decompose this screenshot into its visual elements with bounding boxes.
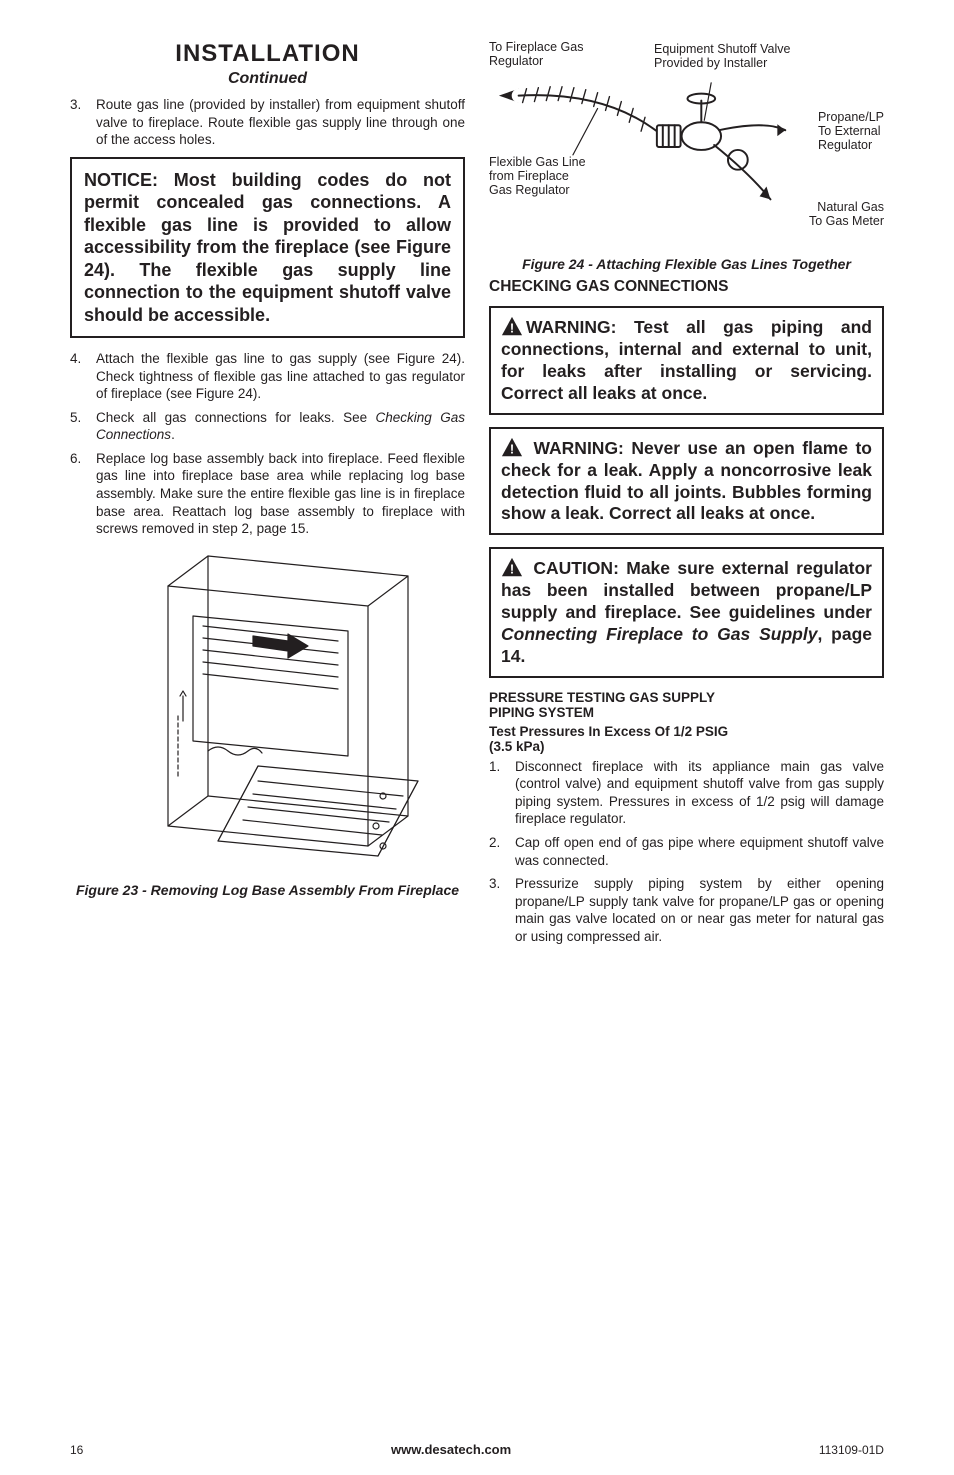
test-pressures-head: Test Pressures In Excess Of 1/2 PSIG (3.… [489, 724, 884, 754]
warning-icon: ! [501, 557, 523, 577]
test-step-3-text: Pressurize supply piping system by eithe… [515, 875, 884, 945]
test-head-line1: Test Pressures In Excess Of 1/2 PSIG [489, 724, 884, 739]
test-step-1: 1. Disconnect fireplace with its applian… [489, 758, 884, 828]
footer-doc-id: 113109-01D [819, 1443, 884, 1457]
figure-24-diagram: To Fireplace Gas Regulator Equipment Shu… [489, 40, 884, 250]
pressure-head: PRESSURE TESTING GAS SUPPLY PIPING SYSTE… [489, 690, 884, 720]
step-4-number: 4. [70, 350, 96, 403]
warning-box-1: ! WARNING: Test all gas piping and conne… [489, 306, 884, 415]
pressure-head-line1: PRESSURE TESTING GAS SUPPLY [489, 690, 884, 705]
test-step-1-text: Disconnect fireplace with its appliance … [515, 758, 884, 828]
step-5-text: Check all gas connections for leaks. See… [96, 409, 465, 444]
caution-box: ! CAUTION: Make sure external regulator … [489, 547, 884, 678]
warning-1-text: WARNING: Test all gas piping and connect… [501, 317, 872, 403]
footer-page-number: 16 [70, 1443, 83, 1457]
test-step-3: 3. Pressurize supply piping system by ei… [489, 875, 884, 945]
caution-text-italic: Connecting Fireplace to Gas Supply [501, 624, 817, 644]
step-5: 5. Check all gas connections for leaks. … [70, 409, 465, 444]
footer-url: www.desatech.com [391, 1442, 511, 1457]
section-title: INSTALLATION [70, 40, 465, 68]
step-6: 6. Replace log base assembly back into f… [70, 450, 465, 538]
notice-box: NOTICE: Most building codes do not permi… [70, 157, 465, 339]
step-6-number: 6. [70, 450, 96, 538]
warning-2-text: WARNING: Never use an open flame to chec… [501, 438, 872, 524]
step-3: 3. Route gas line (provided by installer… [70, 96, 465, 149]
warning-icon: ! [501, 316, 523, 336]
figure-24-caption: Figure 24 - Attaching Flexible Gas Lines… [489, 256, 884, 272]
page-footer: 16 www.desatech.com 113109-01D [70, 1442, 884, 1457]
step-3-number: 3. [70, 96, 96, 149]
warning-box-2: ! WARNING: Never use an open flame to ch… [489, 427, 884, 536]
checking-gas-head: CHECKING GAS CONNECTIONS [489, 278, 884, 296]
warning-icon: ! [501, 437, 523, 457]
test-step-2-text: Cap off open end of gas pipe where equip… [515, 834, 884, 869]
step-6-text: Replace log base assembly back into fire… [96, 450, 465, 538]
caution-text-a: CAUTION: Make sure external regulator ha… [501, 558, 872, 622]
section-subtitle: Continued [70, 70, 465, 88]
figure-23-illustration [70, 546, 465, 876]
svg-text:!: ! [510, 562, 514, 577]
test-head-line2: (3.5 kPa) [489, 739, 884, 754]
svg-text:!: ! [510, 320, 514, 335]
svg-text:!: ! [510, 441, 514, 456]
pressure-head-line2: PIPING SYSTEM [489, 705, 884, 720]
test-step-2-number: 2. [489, 834, 515, 869]
figure-23-caption: Figure 23 - Removing Log Base Assembly F… [70, 882, 465, 898]
test-step-3-number: 3. [489, 875, 515, 945]
test-step-1-number: 1. [489, 758, 515, 828]
step-4-text: Attach the flexible gas line to gas supp… [96, 350, 465, 403]
test-step-2: 2. Cap off open end of gas pipe where eq… [489, 834, 884, 869]
step-4: 4. Attach the flexible gas line to gas s… [70, 350, 465, 403]
step-5-text-a: Check all gas connections for leaks. See [96, 410, 376, 425]
step-5-number: 5. [70, 409, 96, 444]
step-3-text: Route gas line (provided by installer) f… [96, 96, 465, 149]
step-5-text-c: . [171, 427, 175, 442]
